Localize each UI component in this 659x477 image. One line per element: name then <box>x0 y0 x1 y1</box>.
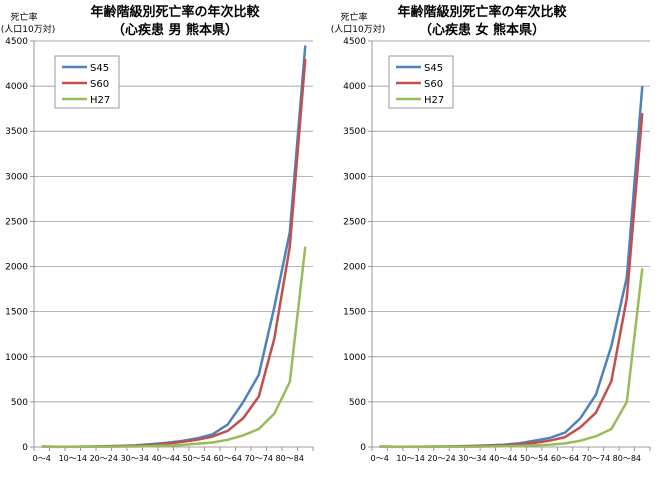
legend-label-s60: S60 <box>90 79 109 90</box>
y-tick-label: 4000 <box>5 82 28 92</box>
series-line-s60 <box>379 113 644 449</box>
y-tick-label: 1500 <box>343 308 366 318</box>
legend-label-h27: H27 <box>90 95 110 106</box>
x-tick-label: 30～34 <box>121 454 149 463</box>
x-tick-label: 80～84 <box>613 454 641 463</box>
y-axis-unit: (人口10万対) <box>331 23 385 35</box>
y-tick-label: 2000 <box>343 263 366 273</box>
y-axis-label: 死亡率 <box>10 11 37 23</box>
legend-label-h27: H27 <box>424 95 444 106</box>
y-tick-label: 2000 <box>5 263 28 273</box>
y-tick-label: 4000 <box>343 82 366 92</box>
x-tick-label: 60～64 <box>214 454 242 463</box>
x-tick-label: 60～64 <box>551 454 579 463</box>
x-tick-label: 70～74 <box>582 454 610 463</box>
chart-female: 年齢階級別死亡率の年次比較 （心疾患 女 熊本県） 死亡率 (人口10万対) 0 500 1… <box>330 0 659 472</box>
x-tick-label: 10～14 <box>396 454 424 463</box>
x-tick-label: 80～84 <box>276 454 304 463</box>
y-tick-label: 0 <box>22 443 28 453</box>
chart-male: 年齢階級別死亡率の年次比較 （心疾患 男 熊本県） 死亡率 (人口10万対) 0 500 1… <box>0 0 330 472</box>
series-line-h27 <box>41 246 307 449</box>
chart-female-svg: 年齢階級別死亡率の年次比較 （心疾患 女 熊本県） 死亡率(人口10万対) 0 500 1… <box>331 4 651 463</box>
chart-subtitle: （心疾患 男 熊本県） <box>112 22 238 38</box>
y-tick-label: 1000 <box>343 353 366 363</box>
y-tick-label: 2500 <box>5 217 28 227</box>
chart-subtitle: （心疾患 女 熊本県） <box>419 22 545 38</box>
legend-label-s60: S60 <box>424 79 443 90</box>
y-tick-label: 3500 <box>5 127 28 137</box>
x-tick-label: 0～4 <box>33 454 51 463</box>
x-tick-label: 30～34 <box>458 454 486 463</box>
legend-label-s45: S45 <box>424 63 443 74</box>
y-tick-label: 4500 <box>5 37 28 47</box>
x-tick-label: 70～74 <box>245 454 273 463</box>
chart-title: 年齢階級別死亡率の年次比較 <box>90 4 260 20</box>
y-tick-label: 500 <box>349 398 366 408</box>
chart-title: 年齢階級別死亡率の年次比較 <box>397 4 567 20</box>
legend: S45 S60 H27 <box>54 55 120 109</box>
x-tick-label: 20～24 <box>427 454 455 463</box>
legend-label-s45: S45 <box>90 63 109 74</box>
y-axis-unit: (人口10万対) <box>1 23 55 35</box>
x-tick-label: 10～14 <box>59 454 87 463</box>
y-tick-label: 500 <box>11 398 28 408</box>
y-tick-label: 1000 <box>5 353 28 363</box>
x-tick-label: 0～4 <box>371 454 389 463</box>
series-line-s60 <box>41 58 307 449</box>
y-tick-label: 3000 <box>343 172 366 182</box>
y-tick-label: 1500 <box>5 308 28 318</box>
y-tick-label: 2500 <box>343 217 366 227</box>
chart-male-svg: 年齢階級別死亡率の年次比較 （心疾患 男 熊本県） 死亡率(人口10万対) 0 500 1… <box>1 4 314 463</box>
series-line-h27 <box>379 268 644 449</box>
x-tick-label: 40～44 <box>489 454 517 463</box>
x-tick-label: 50～54 <box>183 454 211 463</box>
x-tick-label: 50～54 <box>520 454 548 463</box>
x-tick-label: 20～24 <box>90 454 118 463</box>
y-tick-label: 3000 <box>5 172 28 182</box>
y-tick-label: 0 <box>360 443 366 453</box>
x-tick-label: 40～44 <box>152 454 180 463</box>
legend: S45 S60 H27 <box>388 55 454 109</box>
y-tick-label: 4500 <box>343 37 366 47</box>
y-tick-label: 3500 <box>343 127 366 137</box>
y-axis-label: 死亡率 <box>340 11 367 23</box>
